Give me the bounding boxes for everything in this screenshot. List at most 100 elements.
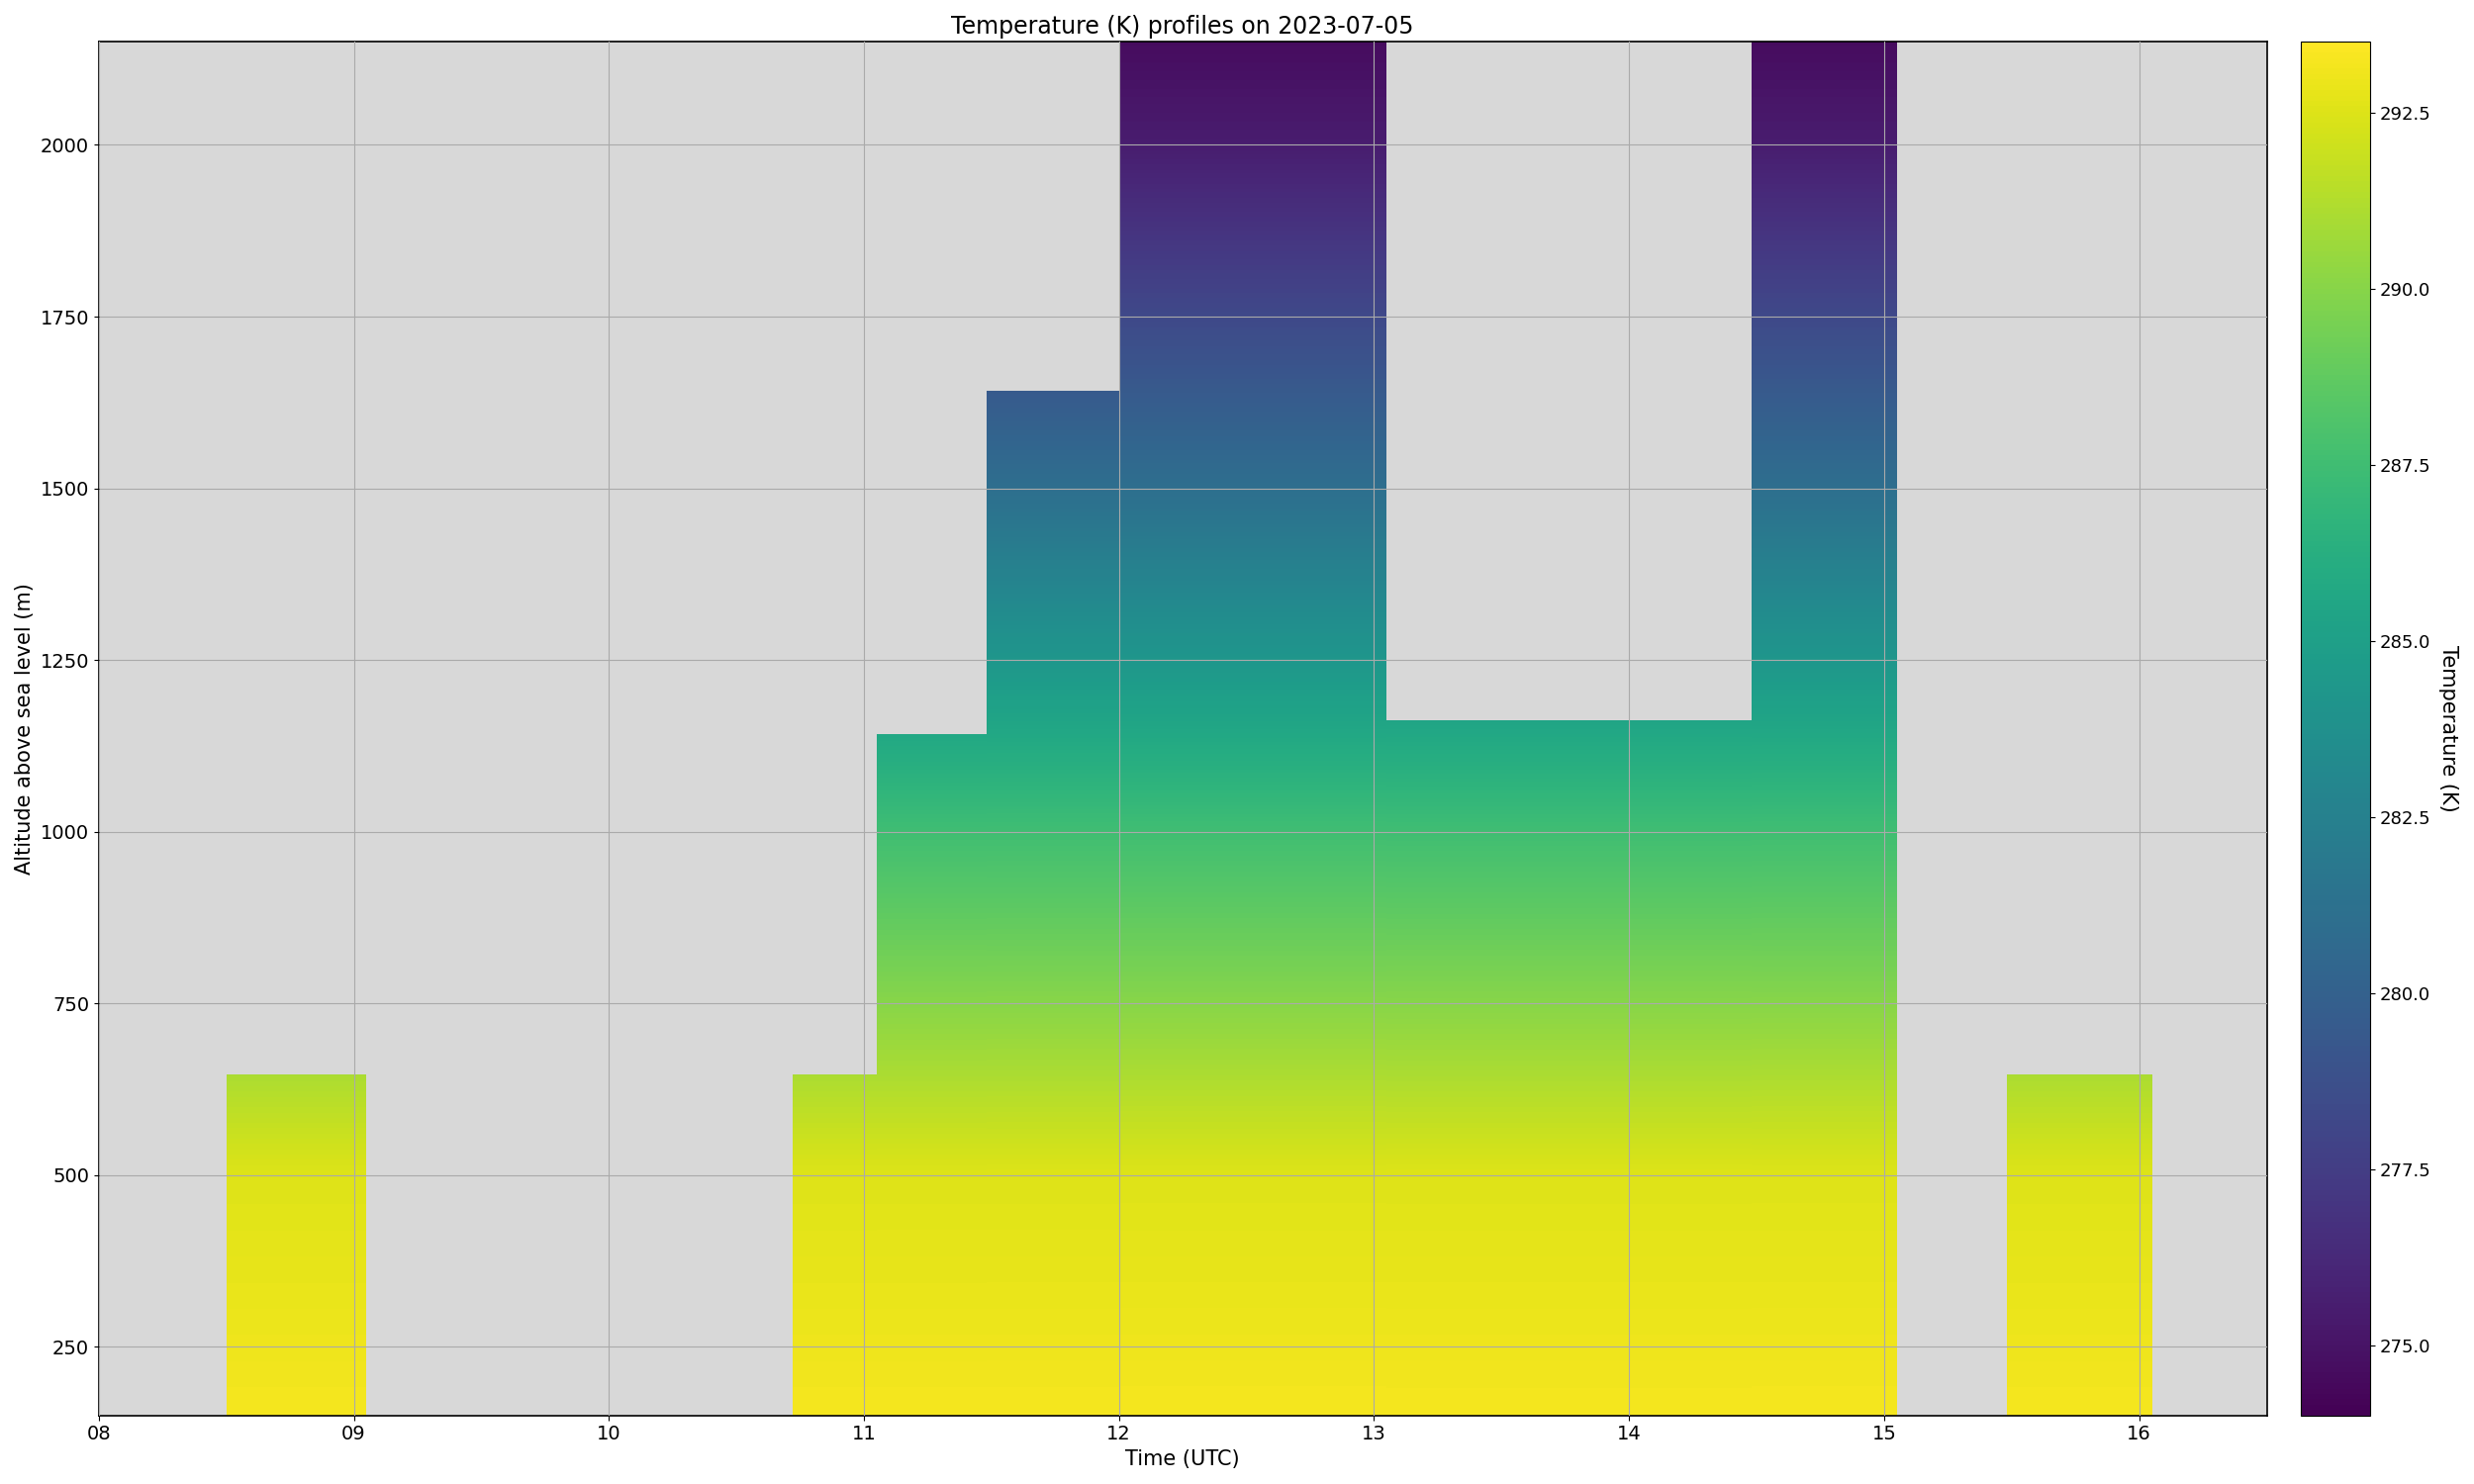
Bar (1752, 1242, 1898, 1245)
Bar (987, 835, 1118, 837)
Bar (1752, 1083, 1898, 1085)
Bar (1752, 1260, 1898, 1261)
Bar (987, 1014, 1118, 1015)
Bar (1118, 98, 1388, 101)
Bar (1752, 994, 1898, 996)
Bar (987, 1024, 1118, 1025)
Bar (987, 1391, 1118, 1392)
Bar (1118, 359, 1388, 362)
Bar (987, 1318, 1118, 1319)
Bar (1118, 830, 1388, 831)
Bar (1118, 840, 1388, 841)
Bar (1118, 923, 1388, 925)
Bar (987, 424, 1118, 426)
Bar (1118, 574, 1388, 576)
Bar (1118, 947, 1388, 948)
Bar (987, 936, 1118, 938)
Bar (987, 401, 1118, 402)
Bar (1752, 248, 1898, 249)
Bar (987, 911, 1118, 914)
Bar (987, 613, 1118, 614)
Bar (1752, 83, 1898, 85)
Bar (1752, 1364, 1898, 1365)
Bar (987, 432, 1118, 433)
Bar (987, 705, 1118, 708)
Bar (1752, 181, 1898, 184)
Bar (1118, 779, 1388, 782)
Bar (1118, 1359, 1388, 1362)
Bar (1118, 1049, 1388, 1051)
Bar (987, 1312, 1118, 1313)
Bar (1118, 610, 1388, 611)
Bar (1752, 610, 1898, 611)
Bar (1752, 1030, 1898, 1031)
Bar (987, 809, 1118, 810)
Bar (987, 892, 1118, 893)
Bar (1118, 914, 1388, 916)
Bar (1118, 810, 1388, 812)
Bar (987, 537, 1118, 539)
Bar (1118, 356, 1388, 358)
Bar (987, 531, 1118, 533)
Bar (987, 798, 1118, 801)
Bar (987, 616, 1118, 617)
Bar (1752, 289, 1898, 291)
Bar (1118, 1150, 1388, 1153)
Bar (987, 1398, 1118, 1399)
Bar (987, 1043, 1118, 1045)
Bar (987, 1052, 1118, 1054)
Bar (987, 603, 1118, 605)
Bar (987, 559, 1118, 561)
Bar (987, 605, 1118, 607)
Bar (987, 862, 1118, 864)
Bar (987, 1082, 1118, 1083)
Bar (1118, 407, 1388, 408)
Bar (1118, 1058, 1388, 1060)
Bar (1752, 220, 1898, 221)
Bar (1752, 114, 1898, 116)
Bar (987, 488, 1118, 490)
Bar (987, 528, 1118, 530)
Bar (987, 565, 1118, 567)
Bar (987, 1054, 1118, 1055)
Bar (1118, 874, 1388, 877)
Bar (1752, 533, 1898, 534)
Bar (1752, 80, 1898, 82)
Bar (1118, 1020, 1388, 1021)
Bar (1118, 883, 1388, 884)
Bar (1118, 315, 1388, 316)
Bar (987, 1248, 1118, 1250)
Bar (1118, 1012, 1388, 1015)
Bar (1752, 297, 1898, 300)
Bar (987, 905, 1118, 907)
Bar (987, 1119, 1118, 1120)
Bar (987, 396, 1118, 398)
Bar (987, 968, 1118, 969)
Bar (987, 1028, 1118, 1030)
Bar (1752, 1239, 1898, 1241)
Bar (987, 761, 1118, 764)
Bar (1752, 843, 1898, 846)
Bar (987, 651, 1118, 653)
Bar (987, 919, 1118, 920)
Bar (1752, 332, 1898, 334)
Bar (1752, 337, 1898, 338)
Bar (1118, 377, 1388, 378)
Bar (1118, 518, 1388, 521)
Bar (1752, 561, 1898, 564)
Bar (1752, 223, 1898, 226)
Bar (1118, 211, 1388, 214)
Bar (1752, 663, 1898, 666)
Bar (987, 1229, 1118, 1230)
Bar (987, 448, 1118, 450)
Bar (987, 982, 1118, 984)
Bar (1118, 576, 1388, 577)
Bar (1118, 1174, 1388, 1175)
Bar (1118, 389, 1388, 390)
Bar (1118, 849, 1388, 850)
Bar (987, 429, 1118, 430)
Bar (1118, 797, 1388, 798)
Bar (1752, 524, 1898, 525)
Bar (987, 877, 1118, 879)
Bar (1752, 755, 1898, 757)
